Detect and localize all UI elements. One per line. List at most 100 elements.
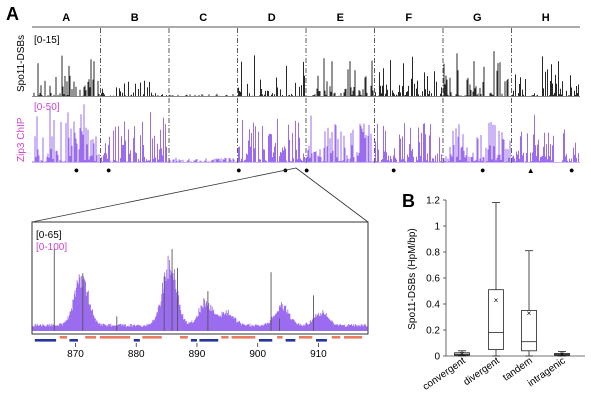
gene-minus — [34, 339, 57, 342]
gene-minus — [258, 339, 273, 342]
box-tandem: × — [521, 250, 537, 357]
region-label-C: C — [199, 12, 207, 24]
box-y-tick-label: 1.2 — [426, 196, 440, 207]
category-label-convergent: convergent — [421, 355, 468, 393]
region-labels: A B C D E F G H — [62, 12, 550, 24]
zoom-plot — [32, 249, 368, 331]
zip3-signal-F — [375, 123, 442, 162]
gene-minus — [315, 339, 327, 342]
zoom-inset-frame — [31, 221, 369, 335]
region-label-F: F — [405, 12, 412, 24]
zip3-signal-B — [101, 112, 168, 162]
category-label-intragenic: intragenic — [526, 355, 568, 389]
box-convergent: × — [454, 349, 470, 358]
zip3-signal-H — [512, 115, 579, 162]
zoom-x-tick-label: 890 — [189, 349, 206, 360]
region-label-H: H — [542, 12, 550, 24]
gene-plus — [179, 336, 188, 339]
dot-marker: ● — [236, 165, 241, 175]
panel-b-label: B — [402, 191, 415, 211]
zip3-track-name: Zip3 ChIP — [16, 117, 27, 162]
box-y-tick-label: 1 — [434, 222, 440, 233]
box-divergent: × — [488, 202, 504, 357]
box-y-tick-label: 0.4 — [426, 300, 440, 311]
dot-marker: ● — [304, 165, 309, 175]
gene-minus — [133, 339, 140, 342]
dsb-signal-G — [443, 51, 509, 96]
gene-plus — [331, 336, 341, 339]
zip3-track — [32, 104, 580, 163]
box-y-tick-label: 0.2 — [426, 326, 440, 337]
dsb-signal-B — [101, 80, 167, 96]
zoom-connector-left — [31, 167, 297, 223]
dot-marker: ● — [391, 165, 396, 175]
zip3-range-label: [0-50] — [34, 102, 60, 113]
dot-marker: ● — [74, 165, 79, 175]
dsb-signal-D — [238, 55, 305, 96]
gene-minus — [190, 339, 197, 342]
region-separators — [100, 28, 512, 165]
box-iqr — [488, 289, 504, 350]
dsb-signal-F — [375, 56, 442, 96]
dsb-track — [32, 51, 580, 97]
panel-a-label: A — [6, 4, 19, 24]
gene-plus — [231, 336, 256, 339]
zoom-connector-right — [295, 167, 369, 223]
gene-plus — [99, 336, 131, 339]
gene-plus — [85, 336, 97, 339]
zoom-x-tick-label: 870 — [67, 349, 84, 360]
box-y-axis: 0 0.2 0.4 0.6 0.8 1 1.2 — [426, 196, 585, 363]
region-label-A: A — [62, 12, 70, 24]
gene-plus — [221, 336, 229, 339]
zoom-dsb-range-label: [0-65] — [36, 230, 62, 241]
gene-minus — [285, 339, 296, 342]
gene-plus — [298, 336, 313, 339]
gene-track — [34, 336, 363, 342]
zoom-x-tick-label: 880 — [128, 349, 145, 360]
zip3-signal-G — [443, 121, 511, 162]
region-label-B: B — [131, 12, 139, 24]
gene-plus — [343, 336, 363, 339]
box-mean-marker: × — [527, 309, 532, 318]
gene-minus — [69, 339, 78, 342]
region-label-D: D — [268, 12, 276, 24]
box-intragenic: × — [554, 350, 570, 359]
box-y-tick-label: 0 — [434, 352, 440, 363]
box-iqr — [521, 310, 537, 352]
zip3-signal-C — [169, 157, 237, 162]
zoom-x-tick-label: 900 — [249, 349, 266, 360]
feature-markers: ●●●●●●●▲● — [74, 165, 575, 175]
dot-marker: ● — [480, 165, 485, 175]
dsb-signal-C — [169, 93, 234, 96]
gene-minus — [199, 339, 219, 342]
zoom-zip3-range-label: [0-100] — [36, 242, 67, 253]
gene-plus — [277, 336, 283, 339]
dot-marker: ● — [569, 165, 574, 175]
box-mean-marker: × — [494, 296, 499, 305]
zip3-signal-D — [238, 118, 305, 162]
zoom-x-tick-label: 910 — [310, 349, 327, 360]
box-mean-marker: × — [460, 349, 465, 358]
box-mean-marker: × — [560, 350, 565, 359]
dsb-track-name: Spo11-DSBs — [16, 35, 27, 92]
zip3-signal-E — [306, 115, 374, 162]
dsb-signal-A — [33, 55, 100, 96]
zip3-signal-A — [32, 104, 100, 162]
dsb-range-label: [0-15] — [34, 35, 60, 46]
dot-marker: ● — [106, 165, 111, 175]
box-plot: × × × × — [454, 202, 570, 359]
region-label-G: G — [473, 12, 482, 24]
category-label-divergent: divergent — [462, 355, 502, 388]
region-label-E: E — [337, 12, 344, 24]
box-y-tick-label: 0.8 — [426, 248, 440, 259]
dsb-signal-E — [312, 58, 374, 96]
gene-plus — [59, 336, 68, 339]
box-y-tick-label: 0.6 — [426, 274, 440, 285]
triangle-marker: ▲ — [527, 166, 535, 175]
dsb-signal-H — [512, 56, 579, 96]
gene-plus — [142, 336, 162, 339]
box-y-axis-label: Spo11-DSBs (HpM/bp) — [407, 228, 418, 330]
zoom-zip3-signal — [32, 255, 368, 331]
